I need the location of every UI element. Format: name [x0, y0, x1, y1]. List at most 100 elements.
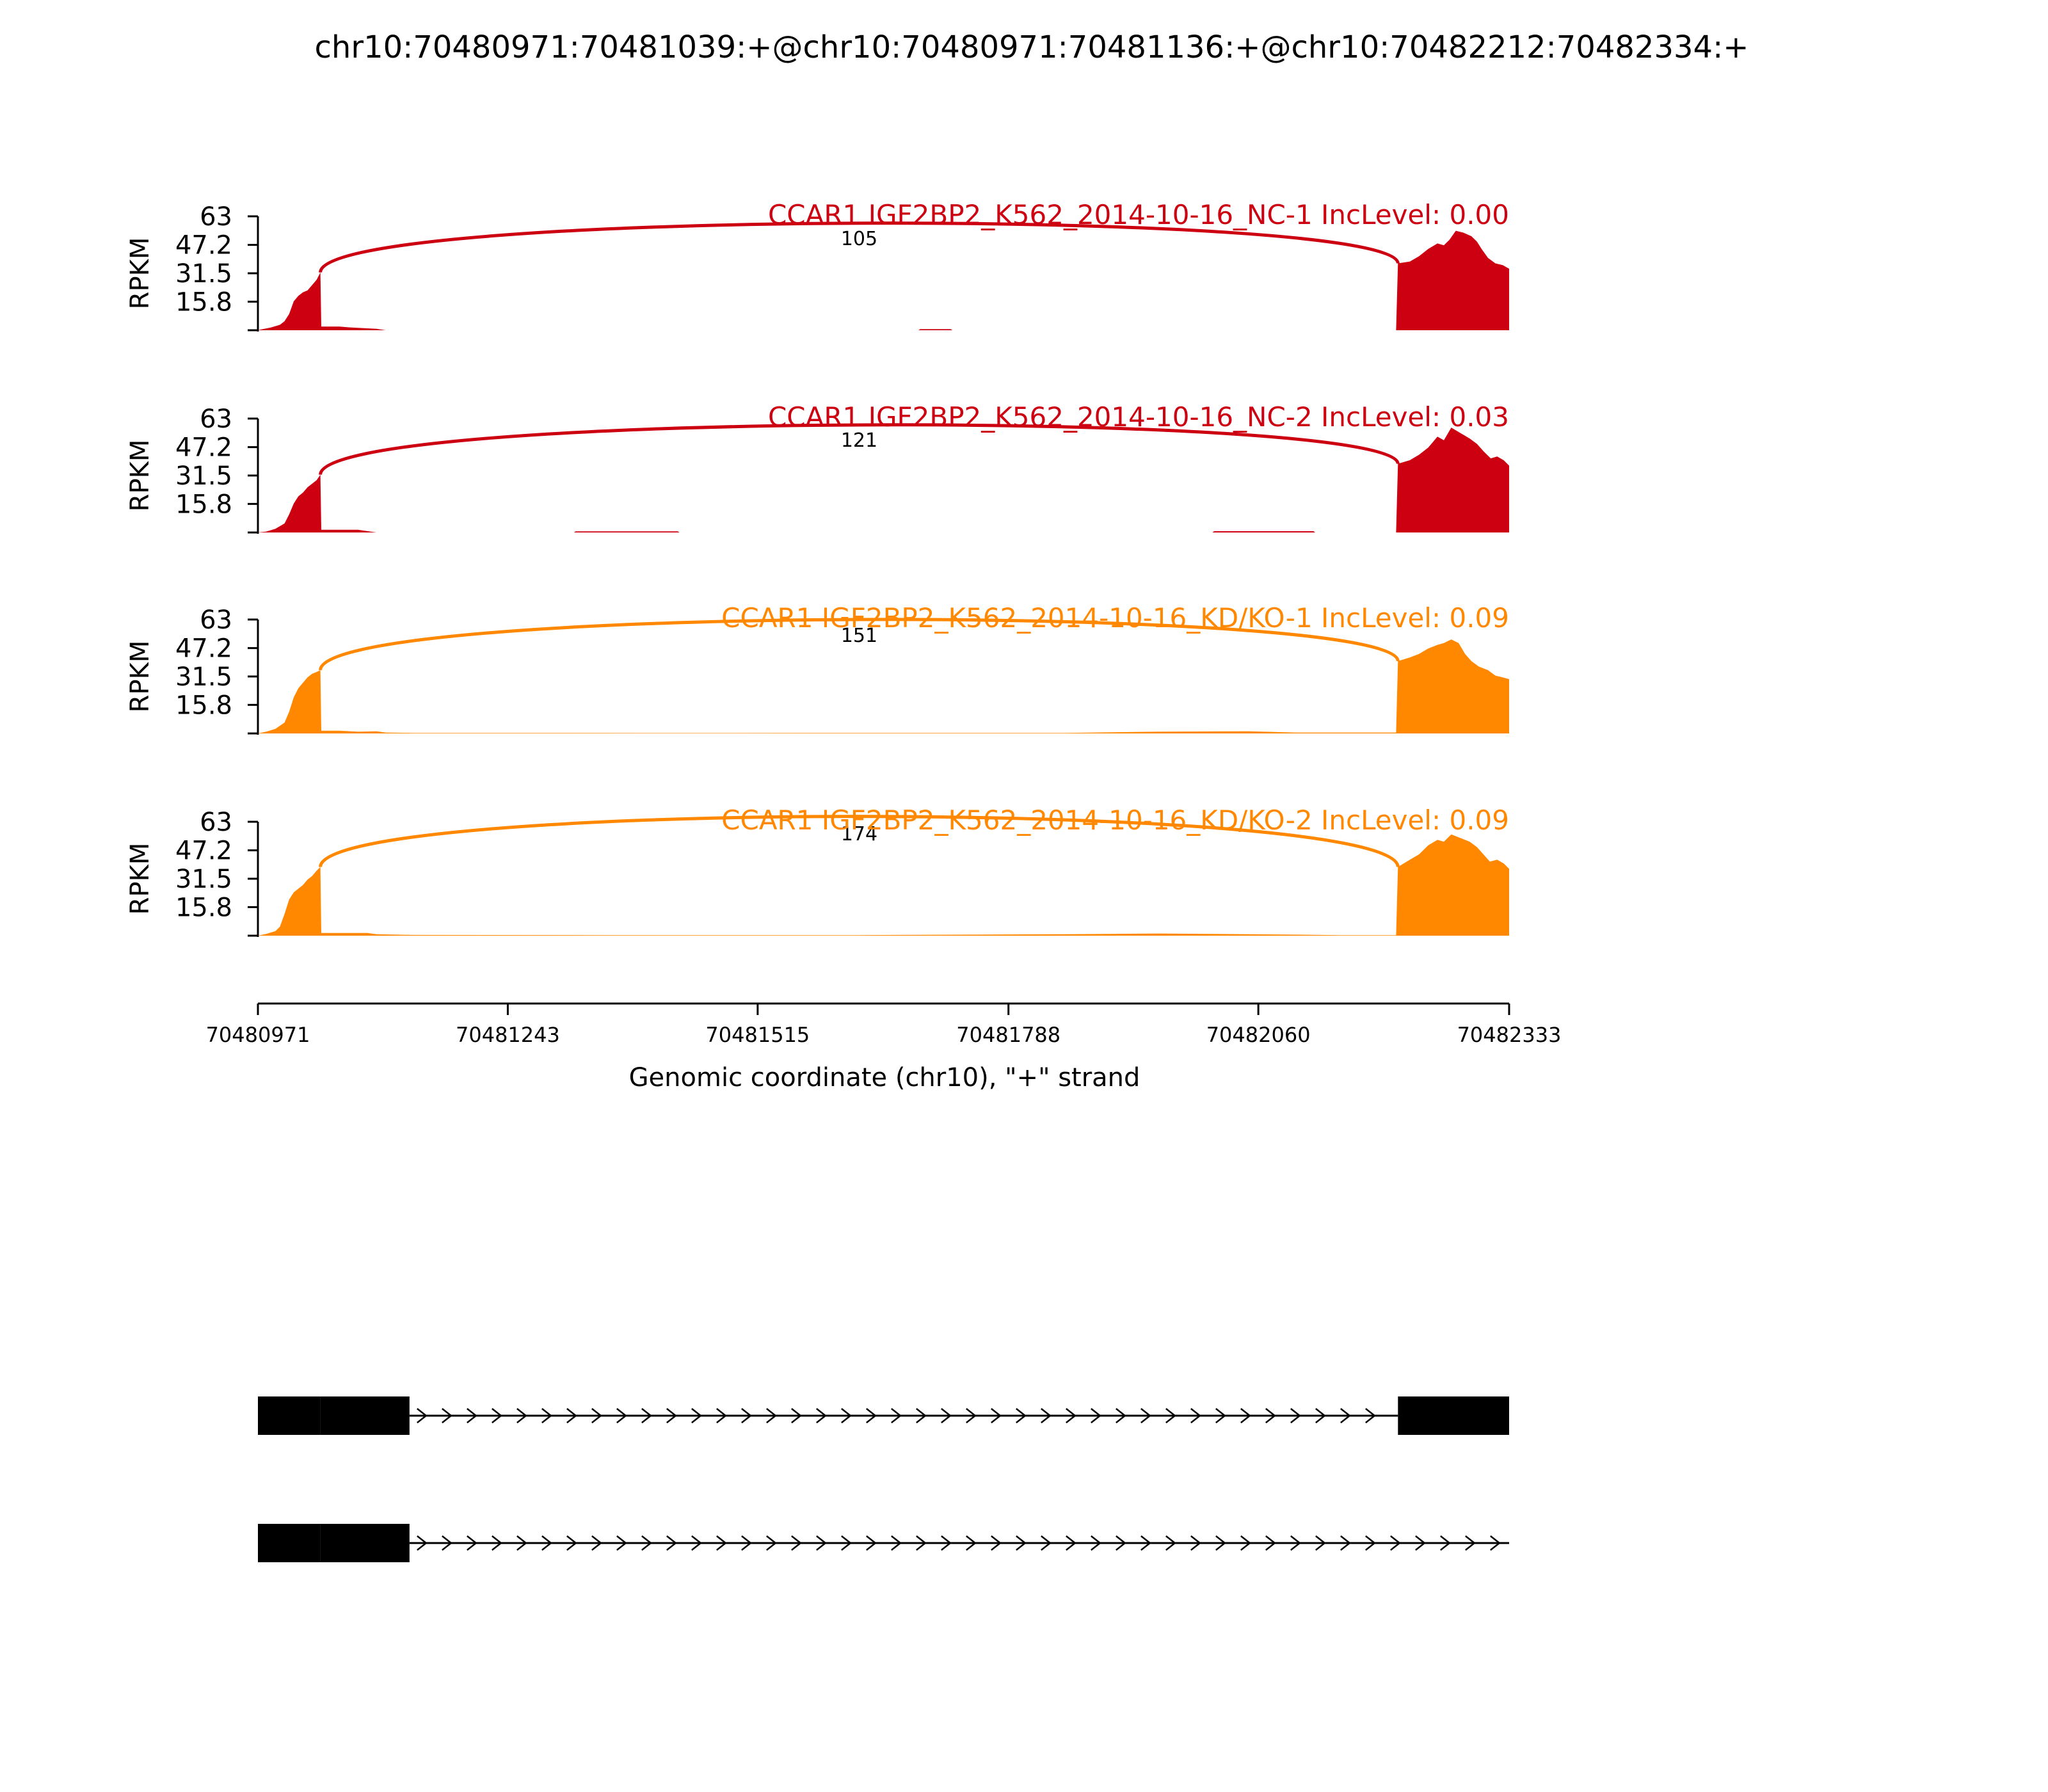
strand-arrow [467, 1535, 477, 1551]
strand-arrow [541, 1535, 552, 1551]
strand-arrow [1315, 1408, 1326, 1423]
strand-arrow [791, 1535, 802, 1551]
strand-arrow [816, 1408, 827, 1423]
y-tick-label: 31.5 [175, 461, 232, 491]
gene-model-2 [258, 1524, 1509, 1562]
strand-arrow [891, 1408, 902, 1423]
track-label: CCAR1 IGF2BP2_K562_2014-10-16_NC-2 IncLe… [768, 401, 1509, 433]
junction-count-bg [836, 626, 883, 645]
strand-arrow [1215, 1535, 1226, 1551]
strand-arrow [841, 1535, 852, 1551]
strand-arrow [1066, 1535, 1076, 1551]
junction-arc [319, 221, 1400, 273]
strand-arrow [1016, 1408, 1027, 1423]
strand-arrow [766, 1535, 777, 1551]
strand-arrow [1016, 1535, 1027, 1551]
gene-models [258, 1396, 1509, 1562]
y-tick-label: 15.8 [175, 490, 232, 519]
strand-arrow [1265, 1535, 1276, 1551]
coverage-area [258, 834, 1509, 936]
strand-arrow [1315, 1535, 1326, 1551]
strand-arrow [641, 1535, 652, 1551]
strand-arrow [492, 1535, 502, 1551]
track-label: CCAR1 IGF2BP2_K562_2014-10-16_NC-1 IncLe… [768, 199, 1509, 230]
strand-arrow [1215, 1408, 1226, 1423]
strand-arrow [991, 1535, 1002, 1551]
y-tick-label: 63 [200, 605, 232, 635]
strand-arrow [591, 1535, 602, 1551]
x-tick-label: 70481243 [456, 1023, 560, 1047]
strand-arrow [666, 1408, 677, 1423]
strand-arrow [741, 1408, 752, 1423]
strand-arrow [1265, 1408, 1276, 1423]
strand-arrow [891, 1535, 902, 1551]
strand-arrow [616, 1535, 627, 1551]
coverage-area [258, 230, 1509, 330]
y-tick-label: 15.8 [175, 287, 232, 317]
gene-model-1 [258, 1396, 1509, 1435]
strand-arrow [1190, 1408, 1201, 1423]
strand-arrow [966, 1535, 977, 1551]
strand-arrow [1190, 1535, 1201, 1551]
y-tick-label: 47.2 [175, 836, 232, 866]
x-tick-label: 70480971 [206, 1023, 310, 1047]
strand-arrow [566, 1535, 577, 1551]
y-tick-label: 31.5 [175, 662, 232, 692]
junction-count: 121 [841, 429, 877, 452]
y-tick-label: 63 [200, 404, 232, 434]
strand-arrow [741, 1535, 752, 1551]
strand-arrow [616, 1408, 627, 1423]
y-tick-label: 63 [200, 808, 232, 837]
x-tick-label: 70482333 [1457, 1023, 1562, 1047]
strand-arrow [941, 1408, 952, 1423]
strand-arrow [666, 1535, 677, 1551]
strand-arrow [541, 1408, 552, 1423]
strand-arrow [1240, 1535, 1251, 1551]
y-axis-label: RPKM [125, 237, 155, 310]
strand-arrow [1340, 1535, 1351, 1551]
strand-arrow [417, 1408, 428, 1423]
exon-block [1398, 1396, 1509, 1435]
strand-arrow [1415, 1535, 1426, 1551]
y-tick-label: 15.8 [175, 893, 232, 922]
track-label: CCAR1 IGF2BP2_K562_2014-10-16_KD/KO-2 In… [721, 804, 1509, 836]
y-tick-label: 31.5 [175, 865, 232, 894]
y-tick-label: 47.2 [175, 634, 232, 664]
y-tick-label: 15.8 [175, 691, 232, 720]
strand-arrow [766, 1408, 777, 1423]
strand-arrow [791, 1408, 802, 1423]
strand-arrow [966, 1408, 977, 1423]
junction-count-bg [836, 431, 883, 450]
junction-count: 105 [841, 228, 877, 250]
junction-arc [319, 618, 1400, 671]
strand-arrow [1116, 1535, 1126, 1551]
strand-arrow [516, 1535, 527, 1551]
x-axis: 70480971 70481243 70481515 70481788 70482060… [206, 1002, 1562, 1047]
strand-arrow [691, 1408, 702, 1423]
strand-arrow [1340, 1408, 1351, 1423]
strand-arrow [467, 1408, 477, 1423]
y-axis-label: RPKM [125, 641, 155, 713]
strand-arrow [417, 1535, 428, 1551]
chart-title: chr10:70480971:70481039:+@chr10:70480971… [315, 29, 1749, 65]
strand-arrow [1091, 1408, 1101, 1423]
strand-arrow [1140, 1408, 1151, 1423]
exon-block [320, 1396, 410, 1435]
strand-arrow [1390, 1535, 1401, 1551]
x-tick-label: 70482060 [1206, 1023, 1311, 1047]
strand-arrow [1066, 1408, 1076, 1423]
junction-arc [319, 815, 1400, 868]
strand-arrow [1041, 1408, 1052, 1423]
junction-count: 151 [841, 625, 877, 647]
track-label: CCAR1 IGF2BP2_K562_2014-10-16_KD/KO-1 In… [721, 602, 1509, 634]
strand-arrow [442, 1408, 452, 1423]
strand-arrow [1165, 1535, 1176, 1551]
strand-arrow [866, 1535, 877, 1551]
exon-block [258, 1396, 321, 1435]
x-axis-label: Genomic coordinate (chr10), "+" strand [629, 1063, 1140, 1092]
